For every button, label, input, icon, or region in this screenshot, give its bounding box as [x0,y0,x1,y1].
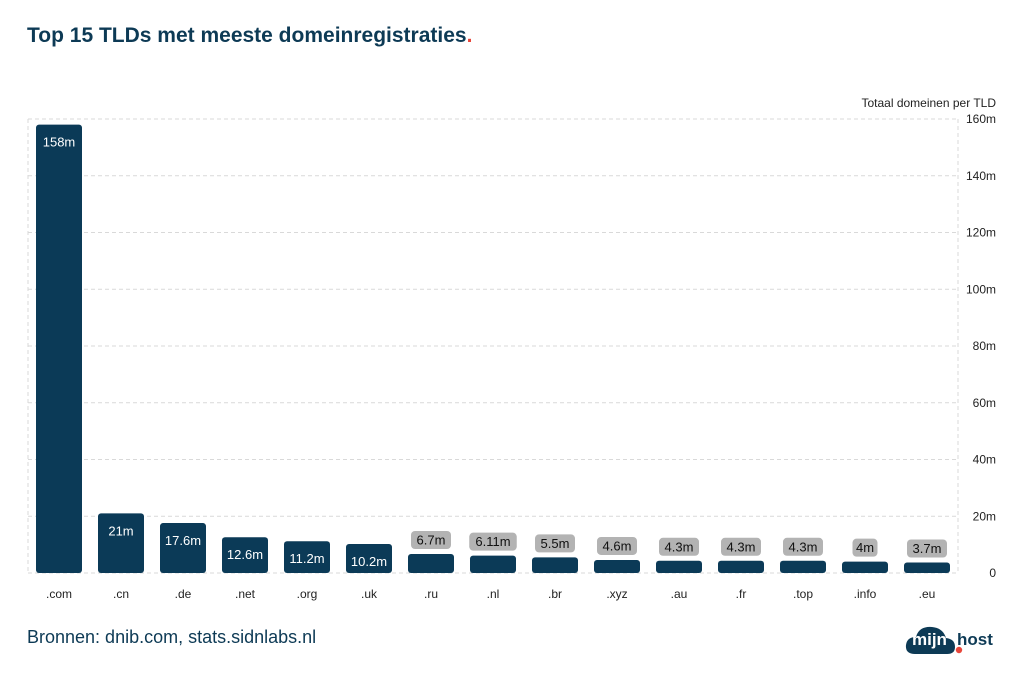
bar [904,562,950,573]
data-label: 4.3m [665,539,694,554]
bar [222,537,268,573]
logo-left-text: mijn [912,630,947,649]
x-tick-label: .info [854,587,877,601]
bar [780,560,826,573]
data-label-background [535,534,575,553]
x-tick-label: .uk [361,587,378,601]
y-axis-label: Totaal domeinen per TLD [861,96,996,110]
data-label: 10.2m [351,554,387,569]
data-label: 5.5m [541,536,570,551]
x-tick-label: .fr [736,587,747,601]
x-tick-label: .au [671,587,688,601]
x-tick-label: .br [548,587,562,601]
data-label-background [659,537,699,556]
y-tick-label: 140m [966,169,996,183]
data-label: 3.7m [913,541,942,556]
data-label-background [469,532,517,551]
bar [160,523,206,573]
y-tick-label: 100m [966,282,996,296]
bar [842,561,888,573]
logo-right-text: host [957,630,993,649]
x-tick-label: .de [175,587,192,601]
x-tick-label: .cn [113,587,129,601]
data-label-background [783,537,823,556]
data-label: 158m [43,135,76,150]
data-label-background [411,530,451,549]
data-label: 4.6m [603,538,632,553]
x-tick-label: .nl [487,587,500,601]
bar [284,541,330,573]
bar [532,557,578,573]
bar [470,555,516,573]
y-tick-label: 20m [973,509,996,523]
bar [98,513,144,573]
data-label: 4m [856,540,874,555]
x-tick-label: .eu [919,587,936,601]
x-tick-label: .top [793,587,813,601]
bar [718,560,764,573]
data-label-background [721,537,761,556]
x-tick-label: .ru [424,587,438,601]
data-label: 4.3m [727,539,756,554]
bar [346,544,392,573]
x-tick-label: .net [235,587,256,601]
y-tick-label: 60m [973,396,996,410]
y-tick-label: 0 [989,566,996,580]
data-label: 11.2m [289,551,324,566]
data-label: 12.6m [227,547,263,562]
data-label: 21m [108,523,133,538]
y-tick-label: 160m [966,112,996,126]
title-dot: . [466,24,473,47]
page-title: Top 15 TLDs met meeste domeinregistratie… [27,24,473,47]
data-label-background [907,539,947,558]
data-label: 17.6m [165,533,201,548]
source-text: Bronnen: dnib.com, stats.sidnlabs.nl [27,627,317,647]
data-label: 6.7m [417,532,446,547]
x-tick-label: .xyz [606,587,627,601]
bar [656,560,702,573]
mijn-host-logo [905,626,963,654]
x-tick-label: .org [297,587,318,601]
data-label: 6.11m [475,534,510,549]
y-tick-label: 120m [966,226,996,240]
data-label-background [597,536,637,555]
x-tick-label: .com [46,587,72,601]
y-tick-label: 80m [973,339,996,353]
bar [408,553,454,573]
y-tick-label: 40m [973,453,996,467]
bar [594,559,640,573]
bar [36,124,82,574]
data-label-background [852,538,878,557]
data-label: 4.3m [789,539,818,554]
